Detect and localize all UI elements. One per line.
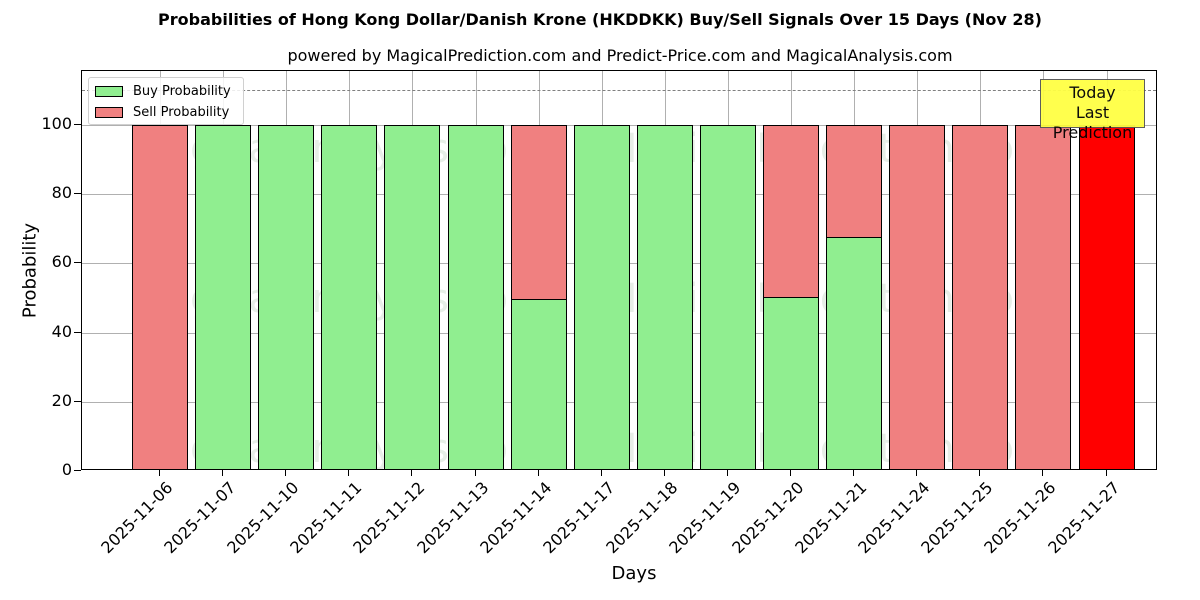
y-axis-title: Probability xyxy=(19,222,41,319)
y-tick xyxy=(74,400,81,402)
bar-buy xyxy=(826,237,883,469)
bar-sell xyxy=(889,125,946,469)
x-tick xyxy=(1105,470,1107,476)
x-tick xyxy=(979,470,981,476)
x-tick xyxy=(600,470,602,476)
y-tick xyxy=(74,262,81,264)
bar-buy xyxy=(195,125,252,469)
legend-item-buy: Buy Probability xyxy=(95,83,231,99)
bar-buy xyxy=(258,125,315,469)
bar-sell xyxy=(510,125,567,301)
legend: Buy Probability Sell Probability xyxy=(88,77,244,125)
x-tick xyxy=(285,470,287,476)
bar-buy xyxy=(447,125,504,469)
x-tick xyxy=(222,470,224,476)
y-tick-label: 20 xyxy=(51,390,72,410)
legend-sell-label: Sell Probability xyxy=(133,104,230,120)
reference-line xyxy=(82,90,1156,92)
y-tick xyxy=(74,193,81,195)
y-tick-label: 100 xyxy=(41,114,72,133)
x-tick xyxy=(726,470,728,476)
annotation-line1: Today xyxy=(1069,83,1116,102)
x-tick xyxy=(474,470,476,476)
bar-sell xyxy=(763,125,819,298)
bar-sell xyxy=(952,125,1009,469)
y-tick xyxy=(74,124,81,125)
x-tick xyxy=(1042,470,1044,476)
x-tick xyxy=(916,470,918,476)
x-tick xyxy=(537,470,539,476)
x-tick xyxy=(159,470,160,476)
y-tick-label: 0 xyxy=(61,460,72,479)
bar-buy xyxy=(636,125,693,469)
x-tick xyxy=(411,470,413,476)
bar-buy xyxy=(763,296,819,469)
today-annotation: Today Last Prediction xyxy=(1040,79,1145,142)
sell-swatch-icon xyxy=(95,106,123,118)
y-tick xyxy=(74,470,81,471)
bar-sell xyxy=(1015,125,1072,469)
annotation-line2: Last Prediction xyxy=(1052,103,1133,142)
x-tick xyxy=(853,470,855,476)
bar-sell xyxy=(132,125,188,469)
legend-buy-label: Buy Probability xyxy=(133,83,231,99)
y-tick xyxy=(74,331,81,333)
bar-buy xyxy=(699,125,756,469)
x-tick xyxy=(663,470,665,476)
x-tick xyxy=(790,470,791,476)
bar-buy xyxy=(321,125,378,469)
x-tick xyxy=(348,470,350,476)
y-tick-label: 80 xyxy=(51,183,72,203)
bar-buy xyxy=(384,125,441,469)
chart-subtitle: powered by MagicalPrediction.com and Pre… xyxy=(287,46,953,65)
legend-item-sell: Sell Probability xyxy=(95,104,229,120)
buy-swatch-icon xyxy=(95,85,123,97)
plot-area: MagicalAnalysis.comMagicalPrediction.com… xyxy=(81,70,1157,470)
bar-sell-today xyxy=(1078,125,1135,469)
bar-buy xyxy=(573,125,630,469)
y-tick-label: 60 xyxy=(51,252,72,272)
bar-sell xyxy=(826,125,883,239)
y-tick-label: 40 xyxy=(51,321,72,341)
chart-title: Probabilities of Hong Kong Dollar/Danish… xyxy=(158,10,1042,29)
x-axis-title: Days xyxy=(611,563,657,584)
bar-buy xyxy=(510,299,567,469)
